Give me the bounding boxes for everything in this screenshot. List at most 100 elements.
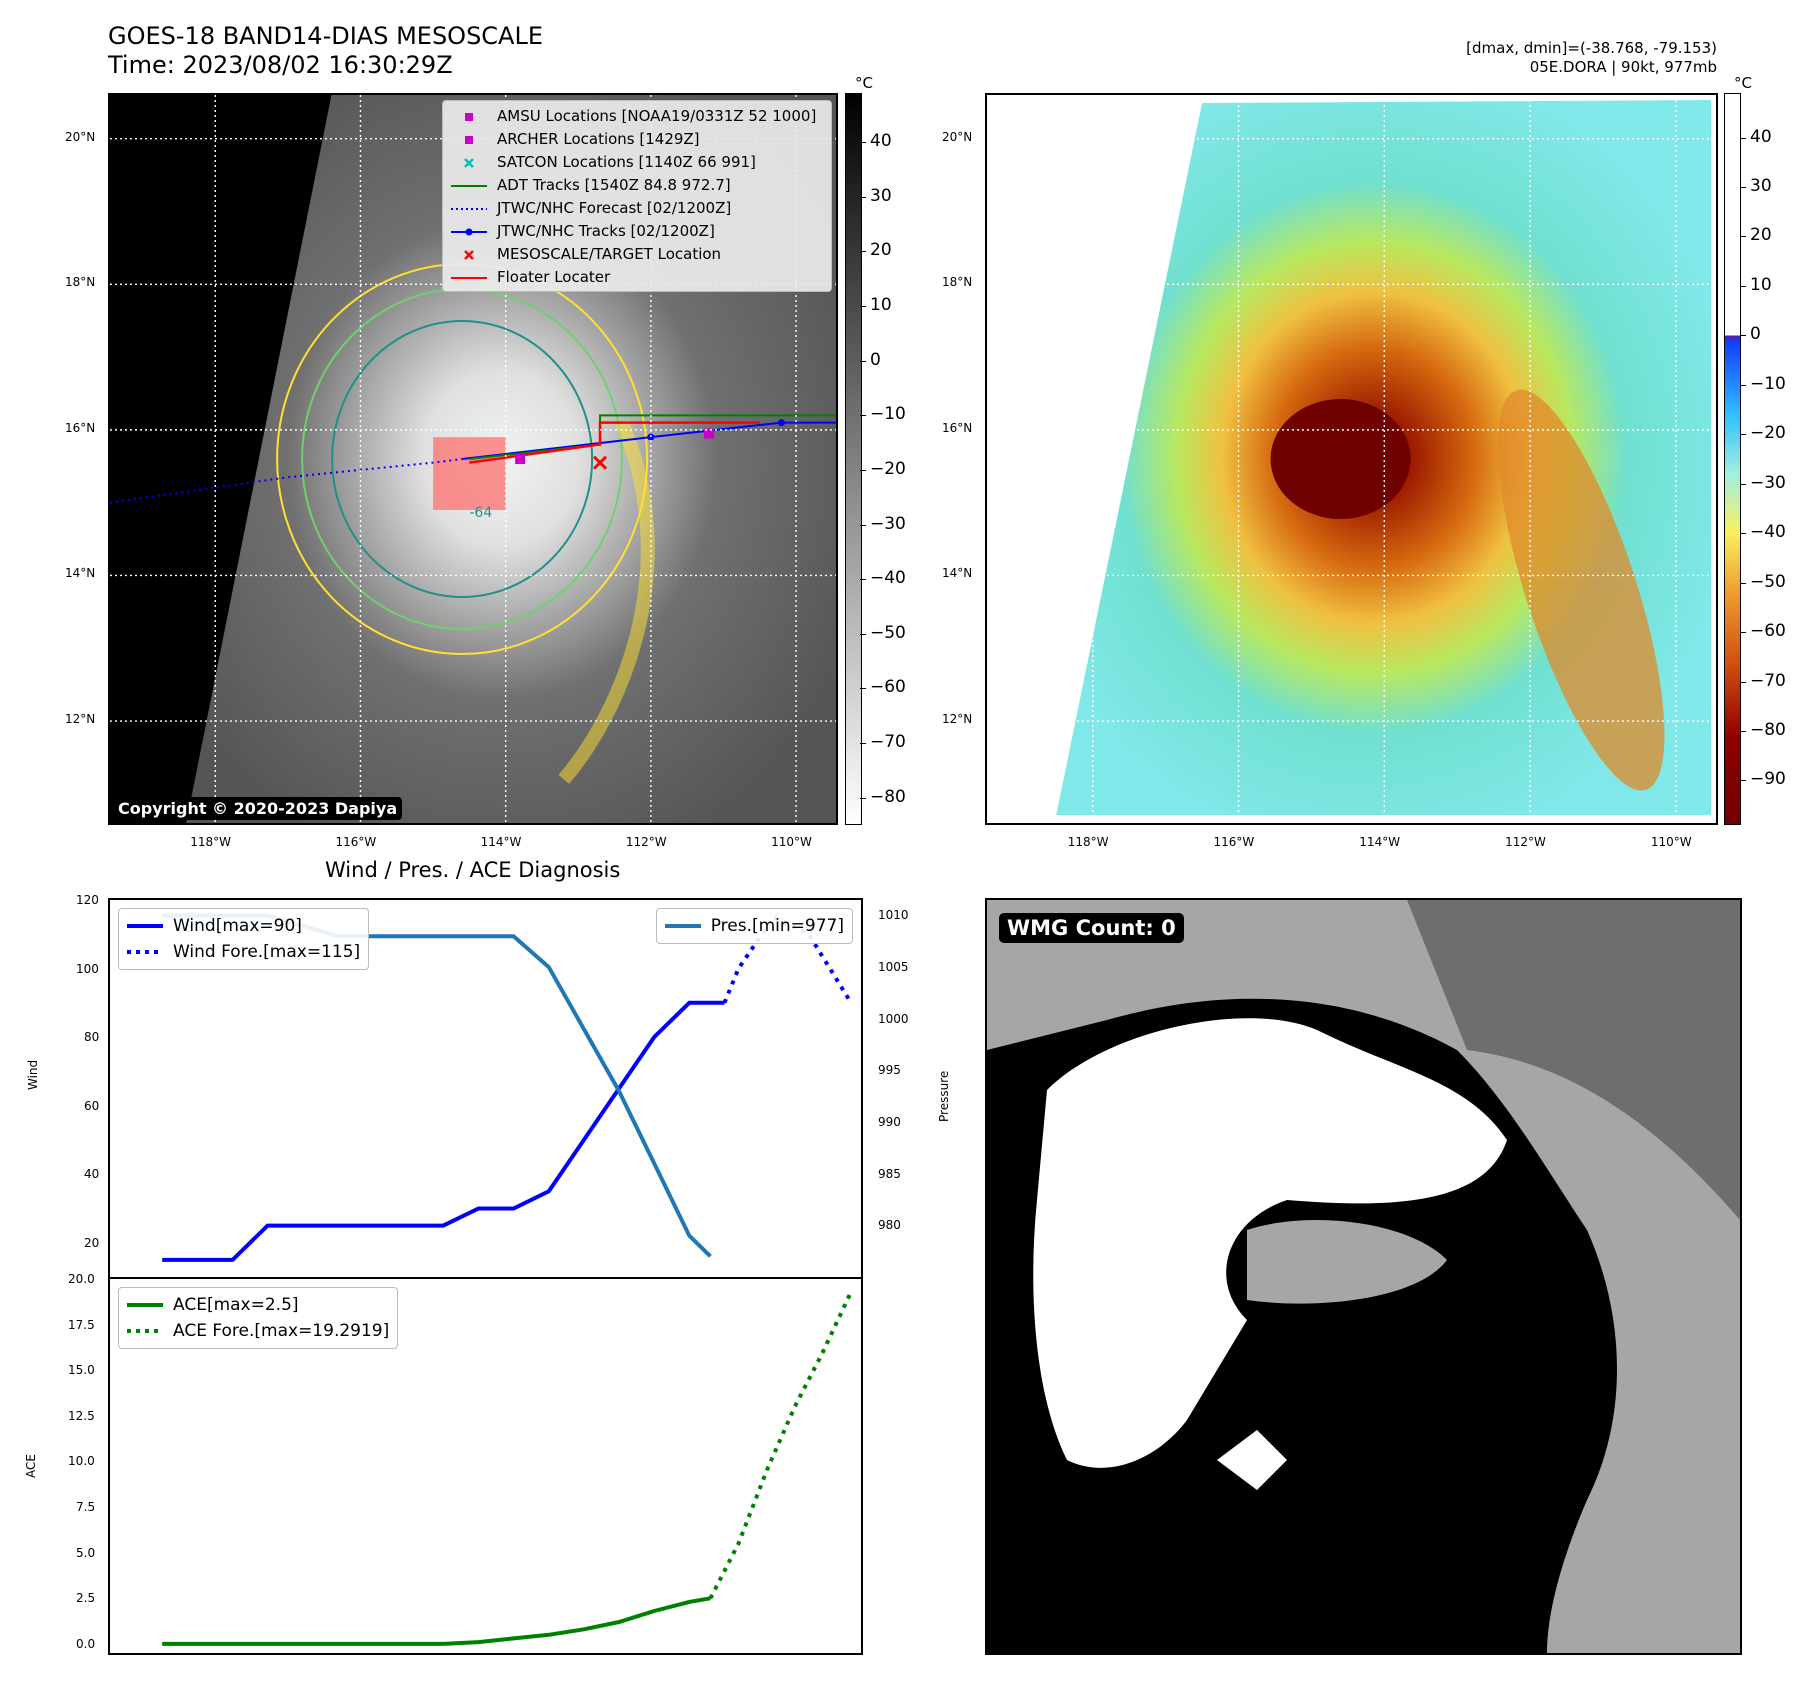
figure-title: GOES-18 BAND14-DIAS MESOSCALE — [108, 22, 544, 50]
series-line — [722, 914, 853, 1004]
lat-tick-label: 14°N — [65, 566, 96, 581]
map-legend-item: JTWC/NHC Forecast [02/1200Z] — [451, 197, 823, 220]
colorbar-tick-label: −70 — [870, 732, 906, 753]
wmg-white-region — [1033, 1018, 1507, 1468]
colorbar-tick — [1740, 137, 1746, 139]
ace-tick-label: 15.0 — [68, 1363, 95, 1378]
plot-legend: Wind[max=90] Wind Fore.[max=115] — [118, 908, 370, 970]
colorbar-tick-label: −40 — [1750, 522, 1786, 543]
wmg-white-patch — [1217, 1430, 1287, 1490]
colorbar-tick-label: −90 — [1750, 769, 1786, 790]
map-legend-item: MESOSCALE/TARGET Location — [451, 243, 823, 266]
colorbar-tick — [860, 306, 866, 308]
legend-label: Pres.[min=977] — [710, 916, 844, 936]
colorbar-tick — [860, 251, 866, 253]
legend-label: Wind[max=90] — [173, 916, 302, 936]
map-legend-item: SATCON Locations [1140Z 66 991] — [451, 151, 823, 174]
colorbar-tick-label: −10 — [1750, 373, 1786, 394]
lat-tick-label: 16°N — [65, 420, 96, 435]
colorbar-tick — [860, 469, 866, 471]
colorbar-tick — [860, 196, 866, 198]
colorbar-tick-label: −80 — [870, 786, 906, 807]
map-legend-item: Floater Locater — [451, 266, 823, 289]
wind-pressure-panel: Wind[max=90] Wind Fore.[max=115] Pres.[min… — [108, 898, 863, 1279]
best-track-point — [778, 419, 786, 427]
storm-core — [1270, 399, 1411, 519]
colorbar-tick-label: −60 — [870, 677, 906, 698]
colorbar-tick — [1740, 483, 1746, 485]
map-legend-item: ADT Tracks [1540Z 84.8 972.7] — [451, 174, 823, 197]
wmg-dark-gray — [1407, 900, 1740, 1220]
wind-tick-label: 100 — [76, 961, 99, 976]
lon-tick-label: 116°W — [335, 835, 377, 849]
plot-legend-item: ACE Fore.[max=19.2919] — [127, 1318, 389, 1344]
colorbar-tick — [1740, 434, 1746, 436]
lon-tick-label: 112°W — [1505, 835, 1546, 849]
legend-label: ACE[max=2.5] — [173, 1295, 299, 1315]
lon-tick-label: 114°W — [1359, 835, 1401, 849]
info-storm: 05E.DORA | 90kt, 977mb — [1529, 58, 1717, 76]
color-colorbar — [1724, 93, 1741, 825]
ace-tick-label: 20.0 — [68, 1272, 95, 1286]
pressure-tick-label: 980 — [878, 1218, 901, 1233]
enhanced-map-image — [987, 95, 1716, 823]
legend-label: Floater Locater — [497, 268, 611, 286]
lat-tick-label: 14°N — [942, 566, 973, 581]
plot-legend: ACE[max=2.5] ACE Fore.[max=19.2919] — [118, 1287, 399, 1349]
colorbar-tick-label: 0 — [1750, 324, 1761, 345]
floater-track — [469, 421, 760, 464]
rainband-contour — [558, 419, 655, 784]
pressure-axis-label: Pressure — [937, 1070, 951, 1122]
colorbar-tick-label: 20 — [1750, 225, 1772, 246]
colorbar-tick-label: 10 — [1750, 274, 1772, 295]
lat-tick-label: 18°N — [65, 275, 96, 290]
target-marker — [592, 455, 608, 470]
legend-symbol-icon — [451, 202, 487, 216]
lon-tick-label: 112°W — [625, 835, 667, 849]
legend-symbol-icon — [451, 271, 487, 285]
legend-label: ACE Fore.[max=19.2919] — [173, 1321, 390, 1341]
wind-tick-label: 20 — [84, 1235, 100, 1250]
colorbar-tick-label: −50 — [870, 622, 906, 643]
colorbar-tick — [1740, 681, 1746, 683]
colorbar-tick — [860, 797, 866, 799]
legend-label: ARCHER Locations [1429Z] — [497, 130, 700, 148]
colorbar-tick — [860, 579, 866, 581]
ace-tick-label: 17.5 — [68, 1317, 95, 1332]
colorbar-tick — [1740, 236, 1746, 238]
plot-legend-item: ACE[max=2.5] — [127, 1292, 389, 1318]
pressure-tick-label: 990 — [878, 1115, 901, 1130]
info-dmax-dmin: [dmax, dmin]=(-38.768, -79.153) — [1466, 39, 1717, 57]
colorbar-tick-label: −20 — [870, 458, 906, 479]
colorbar-tick-label: −70 — [1750, 670, 1786, 691]
mesoscale-box — [433, 437, 506, 510]
ir-map-panel: -64 AMSU Locations [NOAA19/0331Z 52 1000… — [108, 93, 838, 825]
colorbar-tick — [860, 360, 866, 362]
legend-label: JTWC/NHC Forecast [02/1200Z] — [497, 199, 732, 217]
colorbar-tick-label: −60 — [1750, 621, 1786, 642]
colorbar-tick — [1740, 186, 1746, 188]
colorbar-tick — [1740, 731, 1746, 733]
enhanced-map-panel — [985, 93, 1718, 825]
map-legend: AMSU Locations [NOAA19/0331Z 52 1000] ARC… — [442, 100, 832, 292]
legend-line-icon — [127, 947, 163, 957]
colorbar-tick-label: 0 — [870, 349, 881, 370]
wmg-panel: WMG Count: 0 — [985, 898, 1742, 1655]
ace-panel: ACE[max=2.5] ACE Fore.[max=19.2919] — [108, 1277, 863, 1655]
legend-label: ADT Tracks [1540Z 84.8 972.7] — [497, 176, 731, 194]
legend-symbol-icon — [451, 156, 487, 170]
colorbar-tick-label: −50 — [1750, 571, 1786, 592]
series-line — [708, 1291, 853, 1600]
lat-tick-label: 20°N — [942, 129, 973, 144]
colorbar-tick-label: 20 — [870, 240, 892, 261]
colorbar-tick — [860, 688, 866, 690]
colorbar-tick — [1740, 780, 1746, 782]
lat-tick-label: 18°N — [942, 275, 973, 290]
legend-symbol-icon — [451, 248, 487, 262]
colorbar-tick-label: −20 — [1750, 423, 1786, 444]
lat-tick-label: 16°N — [942, 420, 973, 435]
plot-legend-item: Wind Fore.[max=115] — [127, 939, 360, 965]
legend-symbol-icon — [451, 110, 487, 124]
colorbar-tick — [860, 743, 866, 745]
colorbar-tick — [1740, 533, 1746, 535]
